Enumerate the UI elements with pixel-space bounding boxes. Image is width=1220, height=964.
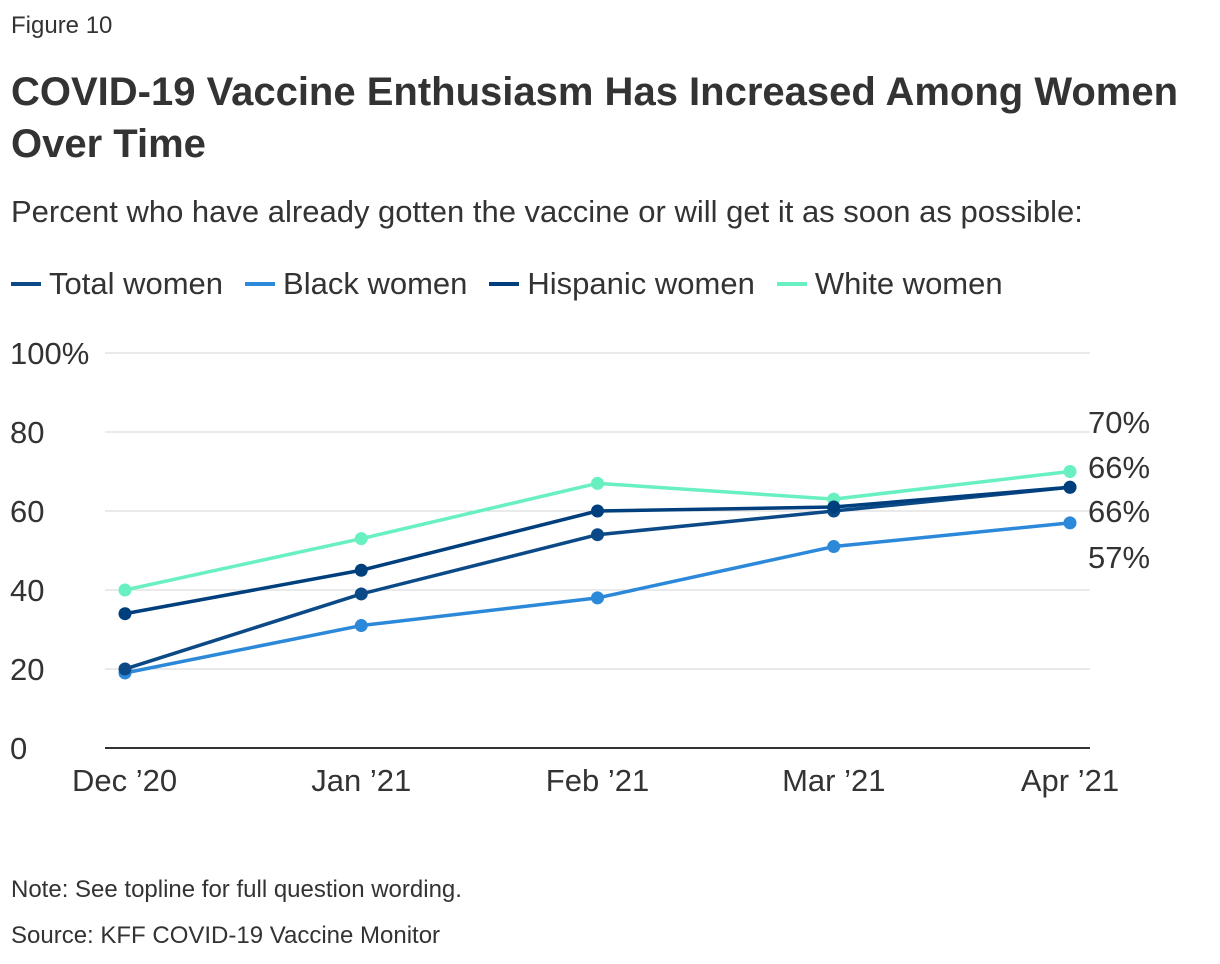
data-point-hispanic-women-0 <box>118 607 132 621</box>
x-tick-label-2: Feb ’21 <box>546 763 649 798</box>
data-point-black-women-3 <box>827 540 841 554</box>
data-point-white-women-0 <box>118 583 132 597</box>
end-label-0: 70% <box>1088 405 1150 440</box>
legend-label-black-women: Black women <box>283 266 468 301</box>
chart-legend: Total women Black women Hispanic women W… <box>11 266 1025 302</box>
series-hispanic-women <box>118 480 1077 621</box>
end-label-3: 57% <box>1088 540 1150 575</box>
y-tick-label-60: 60 <box>10 494 44 529</box>
data-point-hispanic-women-4 <box>1063 480 1077 494</box>
chart-subtitle: Percent who have already gotten the vacc… <box>11 194 1083 229</box>
legend-item-white-women: White women <box>776 266 1003 302</box>
chart-source: Source: KFF COVID-19 Vaccine Monitor <box>11 922 441 949</box>
end-label-layer: 70% 66% 66% 57% <box>1088 405 1150 575</box>
data-point-hispanic-women-2 <box>591 504 604 518</box>
x-tick-label-1: Jan ’21 <box>311 763 411 798</box>
x-tick-label-4: Apr ’21 <box>1021 763 1119 798</box>
legend-item-total-women: Total women <box>11 266 223 302</box>
figure-label: Figure 10 <box>11 12 113 39</box>
legend-label-white-women: White women <box>814 266 1003 301</box>
data-point-black-women-1 <box>354 619 368 633</box>
data-point-black-women-4 <box>1063 516 1077 530</box>
legend-swatch-total-women <box>11 282 41 286</box>
legend-label-total-women: Total women <box>49 266 224 301</box>
data-point-hispanic-women-1 <box>354 563 368 577</box>
legend-swatch-white-women <box>776 282 807 286</box>
data-point-hispanic-women-3 <box>827 500 841 514</box>
legend-label-hispanic-women: Hispanic women <box>527 266 755 301</box>
legend-item-hispanic-women: Hispanic women <box>489 266 755 302</box>
legend-item-black-women: Black women <box>245 266 467 302</box>
data-point-white-women-2 <box>591 476 604 490</box>
y-tick-label-100: 100% <box>10 336 89 371</box>
y-tick-label-20: 20 <box>10 652 44 687</box>
grid-layer <box>105 352 1090 749</box>
series-layer <box>118 465 1077 680</box>
y-tick-label-80: 80 <box>10 415 44 450</box>
data-point-white-women-4 <box>1063 465 1077 478</box>
x-tick-label-0: Dec ’20 <box>72 763 177 798</box>
line-chart: 0 20 40 60 80 100% Dec ’20 Jan ’21 Feb ’21 Mar ’2… <box>10 336 1150 798</box>
data-point-total-women-2 <box>591 528 604 542</box>
x-tick-label-3: Mar ’21 <box>782 763 885 798</box>
chart-note: Note: See topline for full question word… <box>11 876 462 903</box>
axis-layer: 0 20 40 60 80 100% Dec ’20 Jan ’21 Feb ’21 Mar ’2… <box>10 336 1119 798</box>
y-tick-label-0: 0 <box>10 731 27 766</box>
data-point-total-women-0 <box>118 662 132 676</box>
end-label-1: 66% <box>1088 450 1150 485</box>
legend-swatch-hispanic-women <box>489 282 520 286</box>
chart-title: COVID-19 Vaccine Enthusiasm Has Increase… <box>11 70 1179 166</box>
data-point-white-women-1 <box>354 532 368 546</box>
legend-swatch-black-women <box>245 282 276 286</box>
data-point-total-women-1 <box>354 587 368 601</box>
end-label-2: 66% <box>1088 494 1150 529</box>
data-point-black-women-2 <box>591 591 604 605</box>
y-tick-label-40: 40 <box>10 573 44 608</box>
